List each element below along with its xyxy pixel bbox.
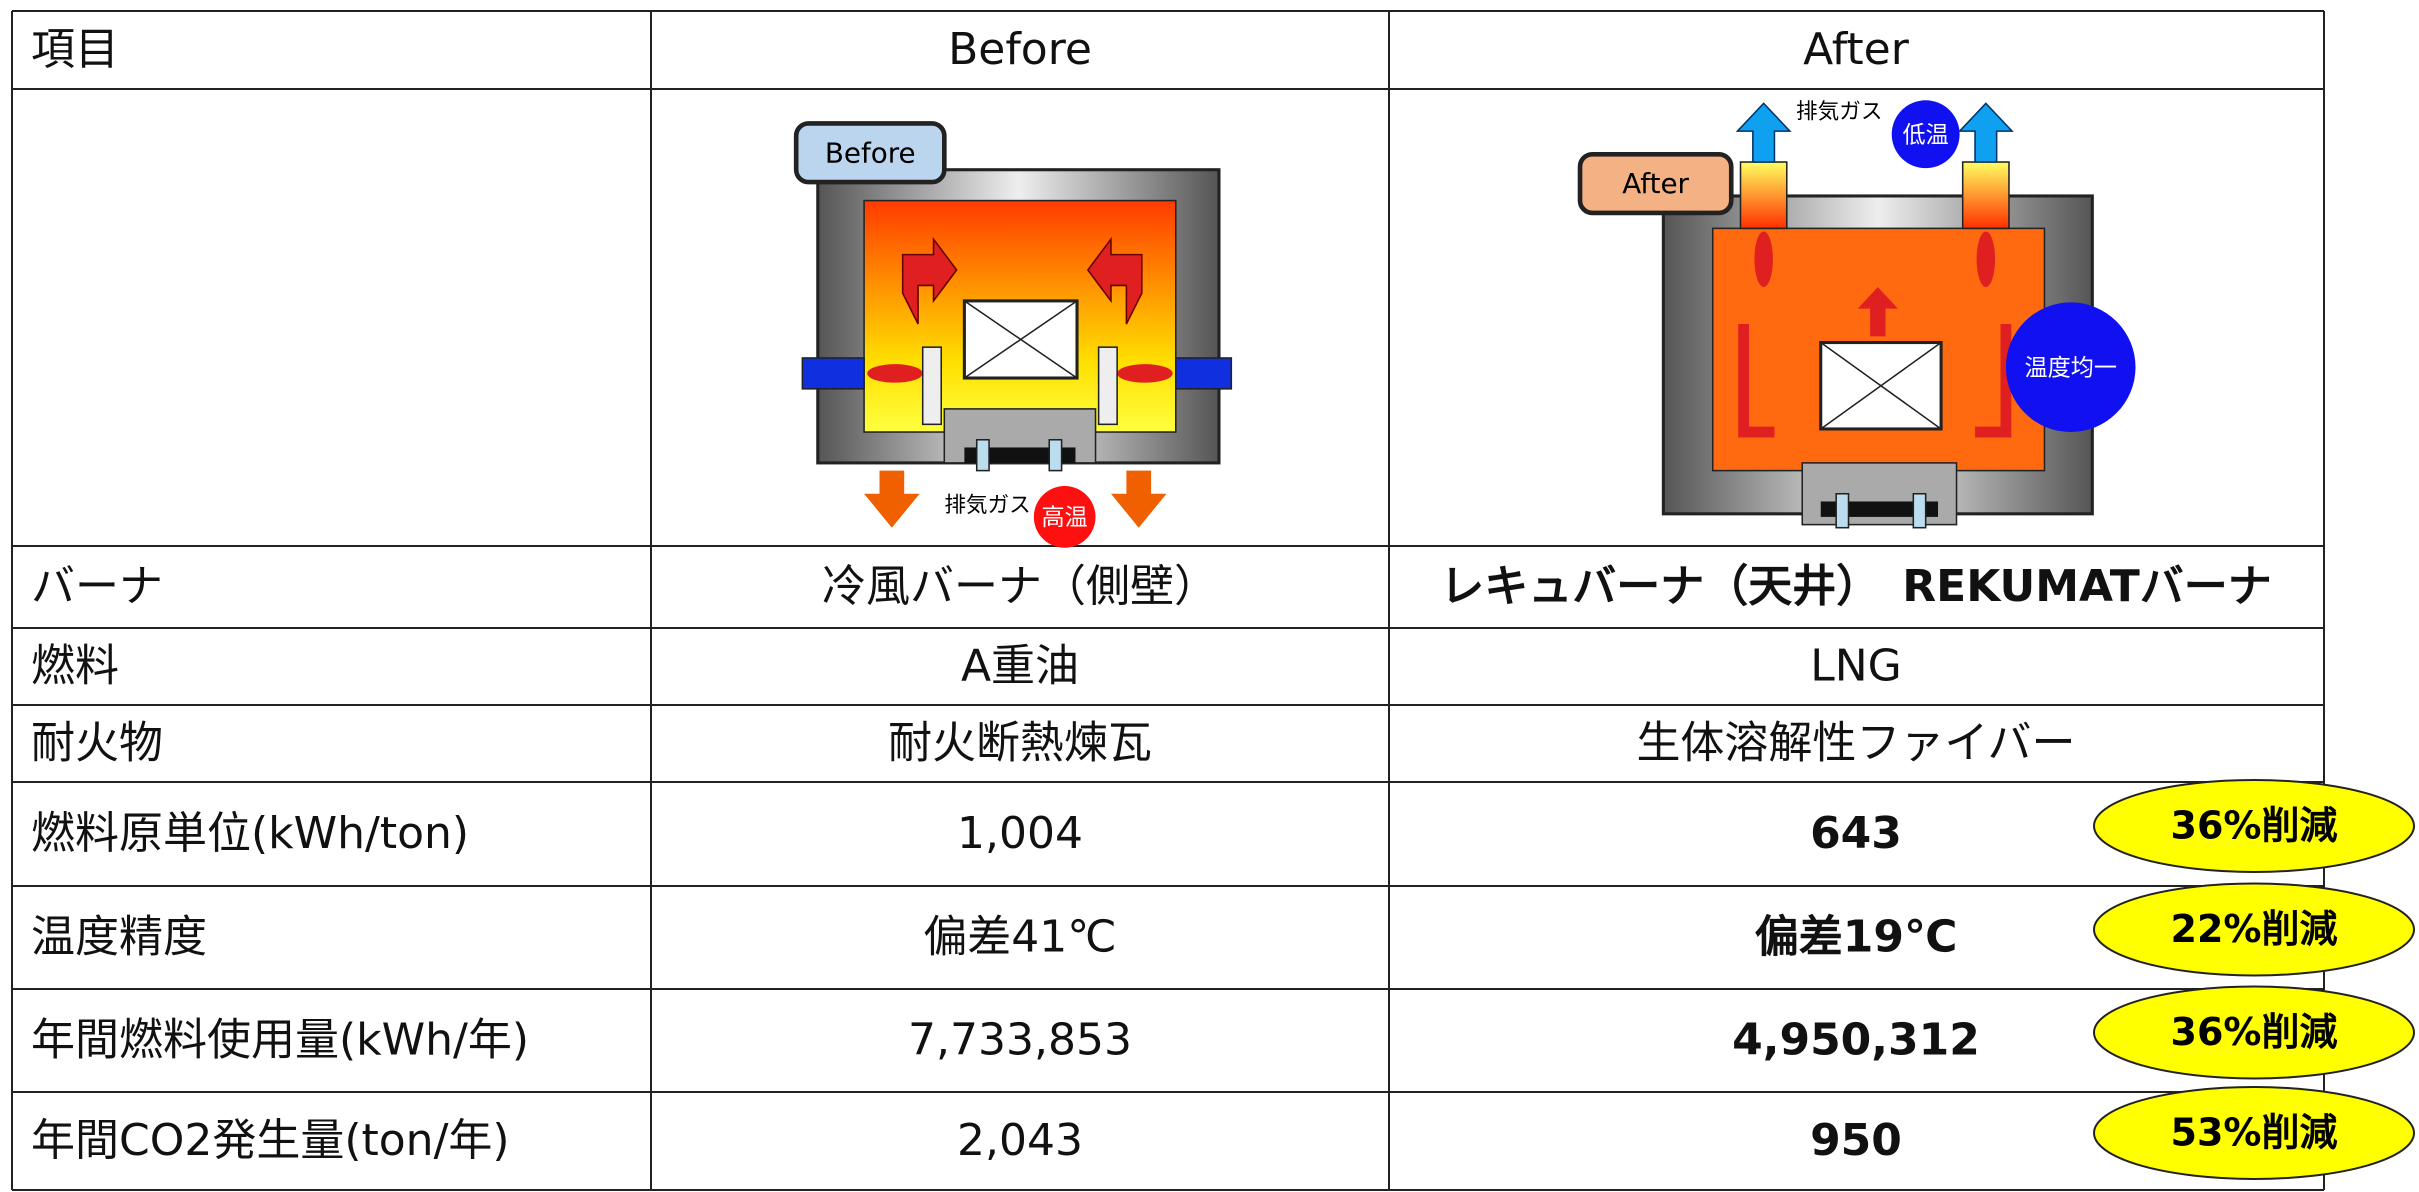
table-cell: 7,733,853 xyxy=(908,1015,1132,1066)
uniform-label: 温度均一 xyxy=(2024,355,2117,381)
after-diagram: After 排気ガス 低温 温度均一 xyxy=(1577,100,2136,529)
table-cell: バーナ xyxy=(31,561,163,612)
exhaust-label: 排気ガス xyxy=(1796,100,1882,125)
table-cell: 年間燃料使用量(kWh/年) xyxy=(31,1015,529,1066)
temp-label: 低温 xyxy=(1903,122,1949,148)
table-cell: レキュバーナ（天井） REKUMATバーナ xyxy=(1440,561,2271,612)
table-cell: 643 xyxy=(1810,808,1902,859)
badge-text: 36%削減 xyxy=(2171,804,2338,848)
badge xyxy=(2093,882,2415,977)
badges: 36%削減 22%削減 36%削減 53%削減 xyxy=(2093,779,2415,1180)
table-cell: A重油 xyxy=(961,641,1079,692)
table-cell: 1,004 xyxy=(957,808,1083,859)
table-cell: 2,043 xyxy=(957,1115,1083,1166)
table-cell: 950 xyxy=(1810,1115,1902,1166)
badge xyxy=(2093,1086,2415,1180)
diagram-label: After xyxy=(1622,167,1689,200)
table-cell: 偏差41℃ xyxy=(923,912,1116,963)
before-diagram: Before 排気ガス 高温 xyxy=(793,121,1233,548)
header-cell: After xyxy=(1803,24,1910,75)
diagram-label: Before xyxy=(825,136,916,169)
badge xyxy=(2093,779,2415,873)
table-cell: 耐火物 xyxy=(31,718,163,769)
badge-text: 36%削減 xyxy=(2171,1010,2338,1054)
header-cell: 項目 xyxy=(31,24,119,75)
badge-text: 22%削減 xyxy=(2171,907,2338,951)
table-cell: 燃料原単位(kWh/ton) xyxy=(31,808,469,859)
temp-label: 高温 xyxy=(1042,505,1088,531)
table-cell: 耐火断熱煉瓦 xyxy=(888,718,1152,769)
table: 項目 Before After バーナ 冷風バーナ（側壁） レキュバーナ（天井） REKU… xyxy=(11,10,2325,1191)
table-cell: 4,950,312 xyxy=(1732,1015,1980,1066)
table-cell: 偏差19℃ xyxy=(1755,912,1958,963)
table-cell: 燃料 xyxy=(31,641,119,692)
badge-text: 53%削減 xyxy=(2171,1111,2338,1155)
table-cell: 温度精度 xyxy=(31,912,207,963)
table-cell: 生体溶解性ファイバー xyxy=(1636,718,2075,769)
table-cell: LNG xyxy=(1810,641,1902,692)
header-cell: Before xyxy=(948,24,1092,75)
badge xyxy=(2093,985,2415,1080)
exhaust-label: 排気ガス xyxy=(944,493,1030,518)
table-cell: 冷風バーナ（側壁） xyxy=(822,561,1218,612)
table-cell: 年間CO2発生量(ton/年) xyxy=(31,1115,510,1166)
